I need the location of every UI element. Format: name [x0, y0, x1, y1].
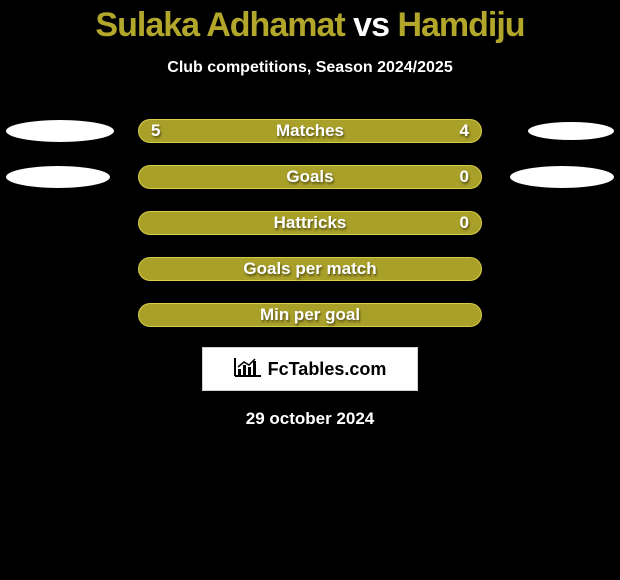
left-ellipse: [6, 120, 114, 142]
stat-bar: Goals0: [138, 165, 482, 189]
right-value: 0: [460, 166, 469, 188]
date-label: 29 october 2024: [0, 409, 620, 429]
vs-separator: vs: [353, 6, 389, 44]
player1-name: Sulaka Adhamat: [95, 6, 344, 44]
stat-bar: Goals per match: [138, 257, 482, 281]
stat-label: Hattricks: [139, 212, 481, 234]
subtitle: Club competitions, Season 2024/2025: [0, 59, 620, 77]
stat-label: Goals per match: [139, 258, 481, 280]
stat-label: Goals: [139, 166, 481, 188]
stat-row: Hattricks0: [0, 211, 620, 235]
stat-row: Goals0: [0, 165, 620, 189]
right-value: 4: [460, 120, 469, 142]
stat-row: Min per goal: [0, 303, 620, 327]
logo-text: FcTables.com: [268, 359, 387, 380]
stat-label: Min per goal: [139, 304, 481, 326]
stat-bar: Matches5 4: [138, 119, 482, 143]
stats-rows: Matches54Goals0Hattricks0Goals per match…: [0, 119, 620, 327]
right-value: 0: [460, 212, 469, 234]
right-ellipse: [528, 122, 614, 140]
stat-label: Matches: [139, 120, 481, 142]
stat-bar: Hattricks0: [138, 211, 482, 235]
left-ellipse: [6, 166, 110, 188]
bar-chart-icon: [234, 357, 262, 382]
stat-row: Matches5 4: [0, 119, 620, 143]
stat-bar: Min per goal: [138, 303, 482, 327]
player2-name: Hamdiju: [397, 6, 524, 44]
right-ellipse: [510, 166, 614, 188]
stat-row: Goals per match: [0, 257, 620, 281]
fctables-logo: FcTables.com: [202, 347, 418, 391]
page-title: Sulaka Adhamat vs Hamdiju: [0, 0, 620, 45]
left-value: 5: [151, 120, 160, 142]
